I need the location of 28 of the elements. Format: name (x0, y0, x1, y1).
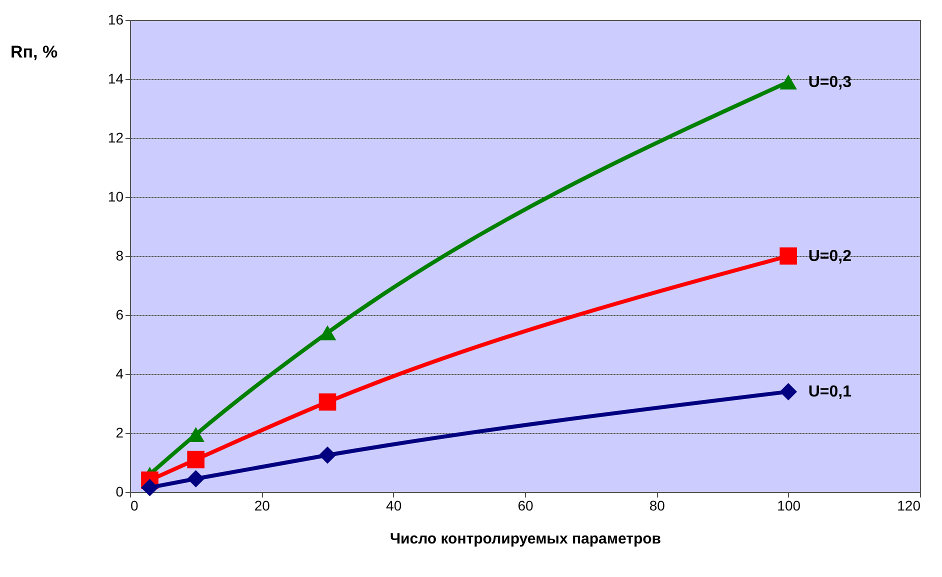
y-tick-label: 2 (116, 424, 124, 440)
y-tick-label: 16 (108, 12, 124, 28)
x-tick-label: 120 (897, 498, 921, 514)
x-tick-label: 80 (649, 498, 666, 514)
y-tick-label: 6 (116, 306, 124, 322)
y-axis-title: Rп, % (10, 42, 58, 62)
point (141, 478, 158, 496)
x-tick-label: 20 (254, 498, 270, 514)
point (187, 450, 204, 468)
x-tick-label: 100 (777, 498, 801, 514)
point (780, 74, 797, 90)
point (318, 325, 336, 340)
y-tick-label: 14 (108, 70, 124, 86)
x-tick-label: 40 (386, 498, 402, 514)
y-tick-label: 12 (108, 130, 124, 146)
point (318, 446, 336, 464)
x-axis-title: Число контролируемых параметров (390, 530, 662, 548)
y-tick-label: 4 (116, 366, 124, 382)
point (780, 247, 797, 265)
point (318, 393, 336, 411)
point (780, 383, 797, 400)
point (187, 470, 204, 488)
y-tick-label: 10 (108, 188, 124, 204)
x-tick-label: 0 (130, 498, 138, 514)
y-tick-label: 0 (116, 484, 124, 500)
y-tick-label: 8 (116, 248, 124, 264)
series-label: U=0,1 (808, 384, 852, 401)
x-tick-label: 60 (518, 498, 534, 514)
